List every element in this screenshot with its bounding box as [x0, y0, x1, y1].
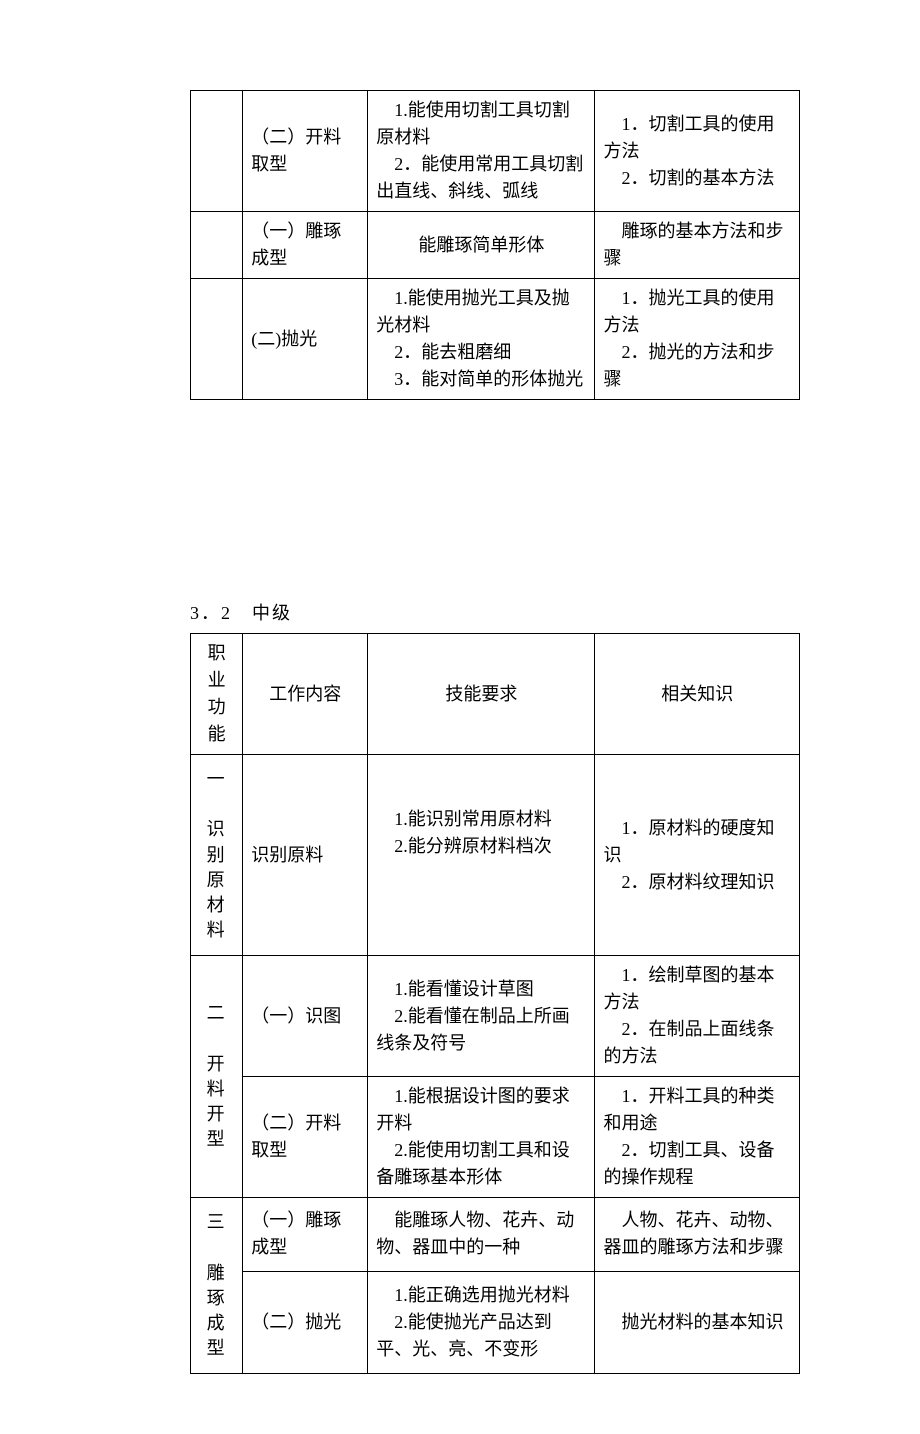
- header-know: 相关知识: [595, 634, 800, 755]
- cell-work: （二）开料取型: [243, 1077, 368, 1198]
- cell-work: 识别原料: [243, 755, 368, 956]
- cell-work: （二）开料取型: [243, 91, 368, 212]
- cell-func: 二开料开型: [191, 956, 243, 1198]
- cell-work: （一）雕琢成型: [243, 1198, 368, 1271]
- cell-skill: 能雕琢人物、花卉、动物、器皿中的一种: [368, 1198, 595, 1271]
- cell-skill: 1.能根据设计图的要求开料 2.能使用切割工具和设备雕琢基本形体: [368, 1077, 595, 1198]
- cell-work: （一）雕琢成型: [243, 212, 368, 279]
- table-row: （二）抛光 1.能正确选用抛光材料 2.能使抛光产品达到平、光、亮、不变形 抛光…: [191, 1271, 800, 1374]
- cell-know: 抛光材料的基本知识: [595, 1271, 800, 1374]
- cell-work: （二）抛光: [243, 1271, 368, 1374]
- table-upper-body: （二）开料取型 1.能使用切割工具切割原材料 2．能使用常用工具切割出直线、斜线…: [191, 91, 800, 400]
- table-row: (二)抛光 1.能使用抛光工具及抛光材料 2．能去粗磨细 3．能对简单的形体抛光…: [191, 279, 800, 400]
- cell-skill: 1.能使用切割工具切割原材料 2．能使用常用工具切割出直线、斜线、弧线: [368, 91, 595, 212]
- cell-skill: 1.能正确选用抛光材料 2.能使抛光产品达到平、光、亮、不变形: [368, 1271, 595, 1374]
- header-func: 职业功能: [191, 634, 243, 755]
- table-lower: 职业功能 工作内容 技能要求 相关知识 一识别原材料 识别原料 1.能识别常用原…: [190, 633, 800, 1374]
- cell-work: (二)抛光: [243, 279, 368, 400]
- cell-func: [191, 279, 243, 400]
- cell-func: [191, 91, 243, 212]
- cell-skill: 1.能使用抛光工具及抛光材料 2．能去粗磨细 3．能对简单的形体抛光: [368, 279, 595, 400]
- cell-know: 1．开料工具的种类和用途 2．切割工具、设备的操作规程: [595, 1077, 800, 1198]
- cell-func: [191, 212, 243, 279]
- cell-know: 1．抛光工具的使用方法 2．抛光的方法和步骤: [595, 279, 800, 400]
- table-lower-body: 职业功能 工作内容 技能要求 相关知识 一识别原材料 识别原料 1.能识别常用原…: [191, 634, 800, 1374]
- table-upper: （二）开料取型 1.能使用切割工具切割原材料 2．能使用常用工具切割出直线、斜线…: [190, 90, 800, 400]
- cell-know: 雕琢的基本方法和步骤: [595, 212, 800, 279]
- cell-skill: 1.能看懂设计草图 2.能看懂在制品上所画线条及符号: [368, 956, 595, 1077]
- cell-know: 人物、花卉、动物、器皿的雕琢方法和步骤: [595, 1198, 800, 1271]
- cell-skill: 1.能识别常用原材料 2.能分辨原材料档次: [368, 755, 595, 956]
- section-title: 3．2 中级: [190, 600, 800, 627]
- cell-func: 一识别原材料: [191, 755, 243, 956]
- cell-know: 1．原材料的硬度知识 2．原材料纹理知识: [595, 755, 800, 956]
- cell-know: 1．绘制草图的基本方法 2．在制品上面线条的方法: [595, 956, 800, 1077]
- cell-know: 1．切割工具的使用方法 2．切割的基本方法: [595, 91, 800, 212]
- table-row: （二）开料取型 1.能使用切割工具切割原材料 2．能使用常用工具切割出直线、斜线…: [191, 91, 800, 212]
- header-work: 工作内容: [243, 634, 368, 755]
- header-skill: 技能要求: [368, 634, 595, 755]
- cell-work: （一）识图: [243, 956, 368, 1077]
- table-row: 三雕琢成型 （一）雕琢成型 能雕琢人物、花卉、动物、器皿中的一种 人物、花卉、动…: [191, 1198, 800, 1271]
- table-row: （一）雕琢成型 能雕琢简单形体 雕琢的基本方法和步骤: [191, 212, 800, 279]
- table-header-row: 职业功能 工作内容 技能要求 相关知识: [191, 634, 800, 755]
- table-row: 二开料开型 （一）识图 1.能看懂设计草图 2.能看懂在制品上所画线条及符号 1…: [191, 956, 800, 1077]
- table-row: 一识别原材料 识别原料 1.能识别常用原材料 2.能分辨原材料档次 1．原材料的…: [191, 755, 800, 956]
- cell-skill: 能雕琢简单形体: [368, 212, 595, 279]
- cell-func: 三雕琢成型: [191, 1198, 243, 1374]
- table-row: （二）开料取型 1.能根据设计图的要求开料 2.能使用切割工具和设备雕琢基本形体…: [191, 1077, 800, 1198]
